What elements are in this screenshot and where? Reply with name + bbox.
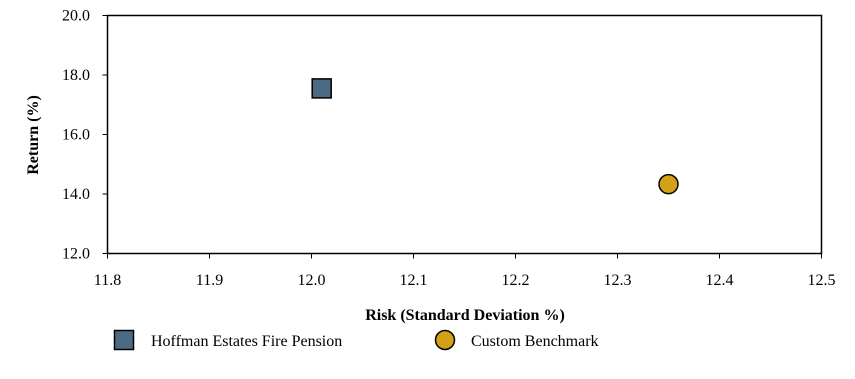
y-tick-label: 16.0 — [62, 127, 90, 144]
legend-circle-icon — [434, 329, 456, 351]
x-tick-label: 12.0 — [298, 272, 326, 289]
x-axis: 11.8 11.9 12.0 12.1 12.2 12.3 12.4 12.5 — [94, 253, 836, 289]
x-tick-label: 12.4 — [706, 272, 734, 289]
x-tick-label: 12.1 — [400, 272, 428, 289]
y-axis-title: Return (%) — [25, 95, 42, 175]
y-tick-label: 14.0 — [62, 186, 90, 203]
y-axis: 12.0 14.0 16.0 18.0 20.0 — [62, 8, 108, 263]
x-tick-label: 11.9 — [196, 272, 223, 289]
x-tick-label: 11.8 — [94, 272, 121, 289]
square-marker — [311, 78, 332, 99]
y-tick-label: 18.0 — [62, 67, 90, 84]
legend: Hoffman Estates Fire Pension Custom Bench… — [113, 329, 599, 351]
circle-marker — [658, 173, 679, 195]
legend-label: Custom Benchmark — [471, 333, 599, 350]
plot-frame — [106, 14, 823, 255]
data-points — [311, 78, 679, 195]
y-tick-label: 12.0 — [62, 246, 90, 263]
y-tick-label: 20.0 — [62, 8, 90, 25]
x-tick-label: 12.5 — [808, 272, 836, 289]
legend-square-icon — [113, 329, 135, 351]
x-tick-label: 12.3 — [604, 272, 632, 289]
x-tick-label: 12.2 — [502, 272, 530, 289]
legend-label: Hoffman Estates Fire Pension — [151, 333, 342, 350]
x-axis-title: Risk (Standard Deviation %) — [365, 307, 565, 324]
